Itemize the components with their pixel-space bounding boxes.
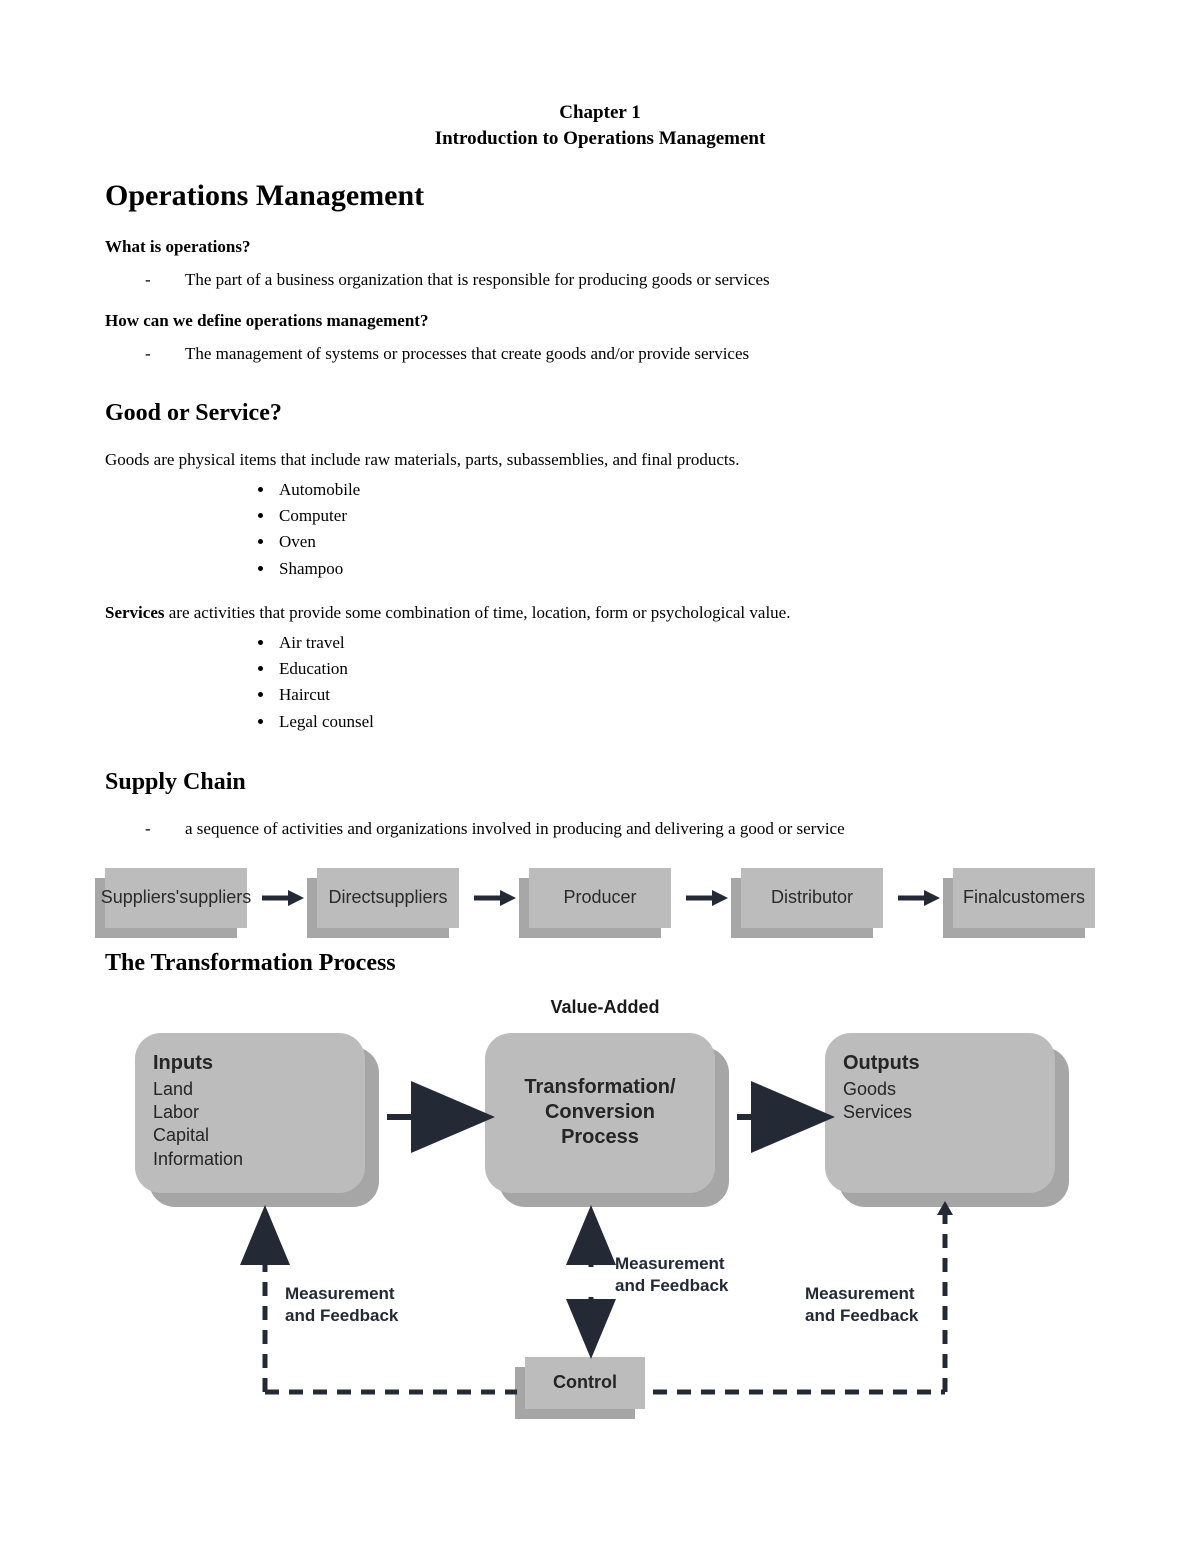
arrow-right-icon xyxy=(896,886,940,910)
question-2: How can we define operations management? xyxy=(105,311,1095,331)
box-front: Inputs LandLaborCapitalInformation xyxy=(135,1033,365,1193)
section-supply-chain: Supply Chain xyxy=(105,769,1095,796)
measurement-feedback-label: Measurementand Feedback xyxy=(615,1253,728,1297)
dash-bullet: - xyxy=(145,341,185,367)
list-item: Shampoo xyxy=(275,556,1095,582)
list-item: Air travel xyxy=(275,630,1095,656)
answer-2: - The management of systems or processes… xyxy=(105,341,1095,367)
box-front: Outputs GoodsServices xyxy=(825,1033,1055,1193)
services-intro: Services are activities that provide som… xyxy=(105,600,1095,626)
inputs-items: LandLaborCapitalInformation xyxy=(153,1078,347,1172)
services-bold: Services xyxy=(105,603,164,622)
section-good-or-service: Good or Service? xyxy=(105,400,1095,427)
outputs-title: Outputs xyxy=(843,1051,1037,1076)
question-1: What is operations? xyxy=(105,237,1095,257)
arrow-right-icon xyxy=(260,886,304,910)
chain-node: Producer xyxy=(529,868,671,928)
inputs-box: Inputs LandLaborCapitalInformation xyxy=(135,1033,365,1193)
arrow-right-icon xyxy=(472,886,516,910)
chain-node: Finalcustomers xyxy=(953,868,1095,928)
answer-1-list: - The part of a business organization th… xyxy=(105,267,1095,293)
transformation-diagram: Value-Added Inputs LandLaborCapitalInfor… xyxy=(105,997,1095,1437)
supply-chain-def: - a sequence of activities and organizat… xyxy=(105,816,1095,842)
outputs-items: GoodsServices xyxy=(843,1078,1037,1125)
chapter-title: Introduction to Operations Management xyxy=(105,126,1095,152)
arrow-right-icon xyxy=(684,886,728,910)
chapter-number: Chapter 1 xyxy=(105,100,1095,126)
answer-2-text: The management of systems or processes t… xyxy=(185,341,749,367)
services-list: Air travelEducationHaircutLegal counsel xyxy=(105,630,1095,735)
chain-node: Suppliers'suppliers xyxy=(105,868,247,928)
list-item: Legal counsel xyxy=(275,709,1095,735)
section-transformation: The Transformation Process xyxy=(105,950,1095,977)
supply-chain-def-list: - a sequence of activities and organizat… xyxy=(105,816,1095,842)
supply-chain-def-text: a sequence of activities and organizatio… xyxy=(185,816,845,842)
box-front: Transformation/ Conversion Process xyxy=(485,1033,715,1193)
list-item: Computer xyxy=(275,503,1095,529)
chain-node: Directsuppliers xyxy=(317,868,459,928)
list-item: Haircut xyxy=(275,682,1095,708)
chain-node-label: Distributor xyxy=(741,868,883,928)
dash-bullet: - xyxy=(145,816,185,842)
services-rest: are activities that provide some combina… xyxy=(164,603,790,622)
chain-node-label: Suppliers'suppliers xyxy=(105,868,247,928)
chapter-heading: Chapter 1 Introduction to Operations Man… xyxy=(105,100,1095,151)
measurement-feedback-label: Measurementand Feedback xyxy=(805,1283,918,1327)
chain-node-label: Directsuppliers xyxy=(317,868,459,928)
outputs-box: Outputs GoodsServices xyxy=(825,1033,1055,1193)
control-box: Control xyxy=(525,1357,645,1409)
goods-intro: Goods are physical items that include ra… xyxy=(105,447,1095,473)
process-text: Transformation/ Conversion Process xyxy=(524,1075,675,1150)
measurement-feedback-label: Measurementand Feedback xyxy=(285,1283,398,1327)
value-added-label: Value-Added xyxy=(505,997,705,1018)
list-item: Education xyxy=(275,656,1095,682)
answer-2-list: - The management of systems or processes… xyxy=(105,341,1095,367)
page-title: Operations Management xyxy=(105,179,1095,213)
chain-node-label: Producer xyxy=(529,868,671,928)
process-box: Transformation/ Conversion Process xyxy=(485,1033,715,1193)
inputs-title: Inputs xyxy=(153,1051,347,1076)
list-item: Oven xyxy=(275,529,1095,555)
chain-node: Distributor xyxy=(741,868,883,928)
chain-node-label: Finalcustomers xyxy=(953,868,1095,928)
answer-1-text: The part of a business organization that… xyxy=(185,267,770,293)
supply-chain-diagram: Suppliers'suppliers Directsuppliers Produc… xyxy=(105,868,1095,928)
control-label: Control xyxy=(525,1357,645,1409)
document-page: Chapter 1 Introduction to Operations Man… xyxy=(0,0,1200,1497)
answer-1: - The part of a business organization th… xyxy=(105,267,1095,293)
dash-bullet: - xyxy=(145,267,185,293)
list-item: Automobile xyxy=(275,477,1095,503)
goods-list: AutomobileComputerOvenShampoo xyxy=(105,477,1095,582)
